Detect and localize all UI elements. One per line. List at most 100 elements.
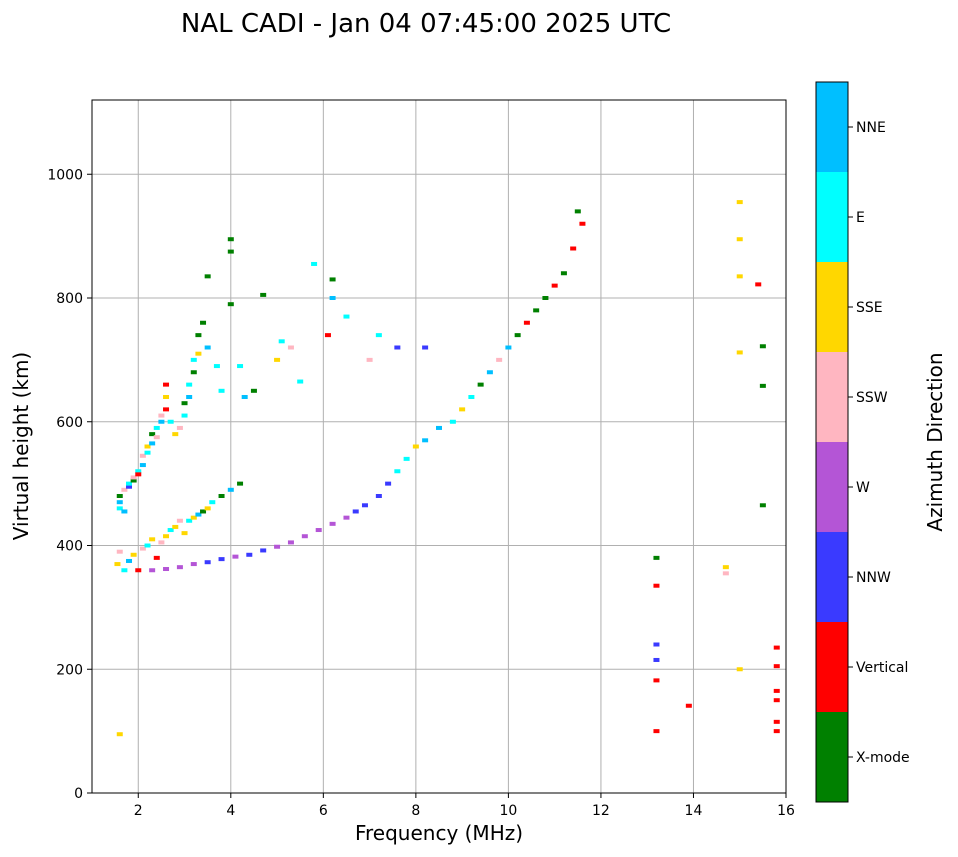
data-point <box>329 296 336 300</box>
colorbar-tick-label: NNE <box>856 120 886 136</box>
y-tick-label: 1000 <box>47 167 83 183</box>
data-point <box>227 487 234 492</box>
data-point <box>139 546 146 551</box>
data-point <box>218 388 225 393</box>
data-point <box>412 444 419 449</box>
x-tick-label: 8 <box>411 803 420 819</box>
data-point <box>218 557 225 562</box>
data-point <box>514 333 521 338</box>
data-point <box>773 664 780 669</box>
data-point <box>274 544 281 549</box>
data-point <box>773 719 780 724</box>
data-point <box>459 407 466 412</box>
data-point <box>496 357 503 362</box>
data-point <box>352 509 359 514</box>
data-point <box>114 562 121 567</box>
data-point <box>315 528 322 533</box>
data-point <box>287 540 294 545</box>
data-point <box>736 350 743 355</box>
data-point <box>190 357 197 362</box>
data-point <box>755 282 762 287</box>
y-axis-ticks: 0 200 400 600 800 1000 <box>47 167 92 802</box>
x-axis-ticks: 2 4 6 8 10 12 14 16 <box>134 793 795 819</box>
data-point <box>574 209 581 214</box>
data-point <box>551 283 558 288</box>
data-point <box>773 729 780 734</box>
data-point <box>653 729 660 734</box>
data-point <box>149 568 156 573</box>
data-point <box>394 469 401 474</box>
x-tick-label: 4 <box>226 803 235 819</box>
data-point <box>394 345 401 350</box>
data-point <box>181 413 188 418</box>
data-point <box>163 534 170 539</box>
data-point <box>246 552 253 557</box>
x-tick-label: 14 <box>685 803 703 819</box>
colorbar-segment <box>816 82 848 172</box>
data-point <box>653 678 660 683</box>
data-point <box>385 481 392 486</box>
data-point <box>116 500 123 505</box>
data-point <box>361 503 368 508</box>
data-point <box>195 333 202 338</box>
data-point <box>116 732 123 737</box>
data-point <box>287 345 294 350</box>
data-point <box>158 540 165 545</box>
data-point <box>759 503 766 508</box>
data-point <box>163 407 170 412</box>
data-point <box>653 657 660 662</box>
data-point <box>324 333 331 338</box>
data-point <box>200 509 207 514</box>
data-point <box>130 552 137 557</box>
data-point <box>190 515 197 520</box>
data-point <box>126 481 133 486</box>
data-point <box>213 364 220 369</box>
plot-background <box>92 100 786 793</box>
data-point <box>130 478 137 483</box>
x-tick-label: 12 <box>592 803 610 819</box>
data-point <box>158 419 165 424</box>
data-point <box>153 435 160 440</box>
data-point <box>163 395 170 399</box>
data-point <box>209 500 216 505</box>
chart-title: NAL CADI - Jan 04 07:45:00 2025 UTC <box>181 9 671 39</box>
data-marks <box>114 200 780 737</box>
data-point <box>343 314 350 319</box>
data-point <box>653 583 660 588</box>
data-point <box>449 419 456 424</box>
data-point <box>126 484 133 489</box>
data-point <box>139 453 146 458</box>
y-tick-label: 600 <box>56 415 83 431</box>
data-point <box>329 521 336 526</box>
data-point <box>116 549 123 554</box>
data-point <box>422 345 429 350</box>
data-point <box>773 698 780 703</box>
data-point <box>722 565 729 570</box>
data-point <box>204 274 211 279</box>
data-point <box>144 450 151 455</box>
data-point <box>422 438 429 443</box>
data-point <box>278 339 285 344</box>
data-point <box>167 528 174 533</box>
data-point <box>237 481 244 486</box>
data-point <box>301 534 308 539</box>
data-point <box>163 567 170 572</box>
data-point <box>190 562 197 567</box>
data-point <box>167 419 174 424</box>
data-point <box>523 320 530 325</box>
colorbar-tick-label: Vertical <box>856 660 908 676</box>
colorbar-tick-label: W <box>856 480 870 496</box>
data-point <box>204 506 211 511</box>
data-point <box>736 237 743 242</box>
x-axis-label: Frequency (MHz) <box>355 821 523 845</box>
data-point <box>653 642 660 647</box>
data-point <box>736 667 743 672</box>
data-point <box>181 401 188 406</box>
data-point <box>311 261 318 266</box>
data-point <box>195 512 202 517</box>
x-tick-label: 10 <box>499 803 517 819</box>
colorbar-tick-label: X-mode <box>856 750 910 766</box>
colorbar-tick-label: NNW <box>856 570 891 586</box>
data-point <box>477 382 484 387</box>
